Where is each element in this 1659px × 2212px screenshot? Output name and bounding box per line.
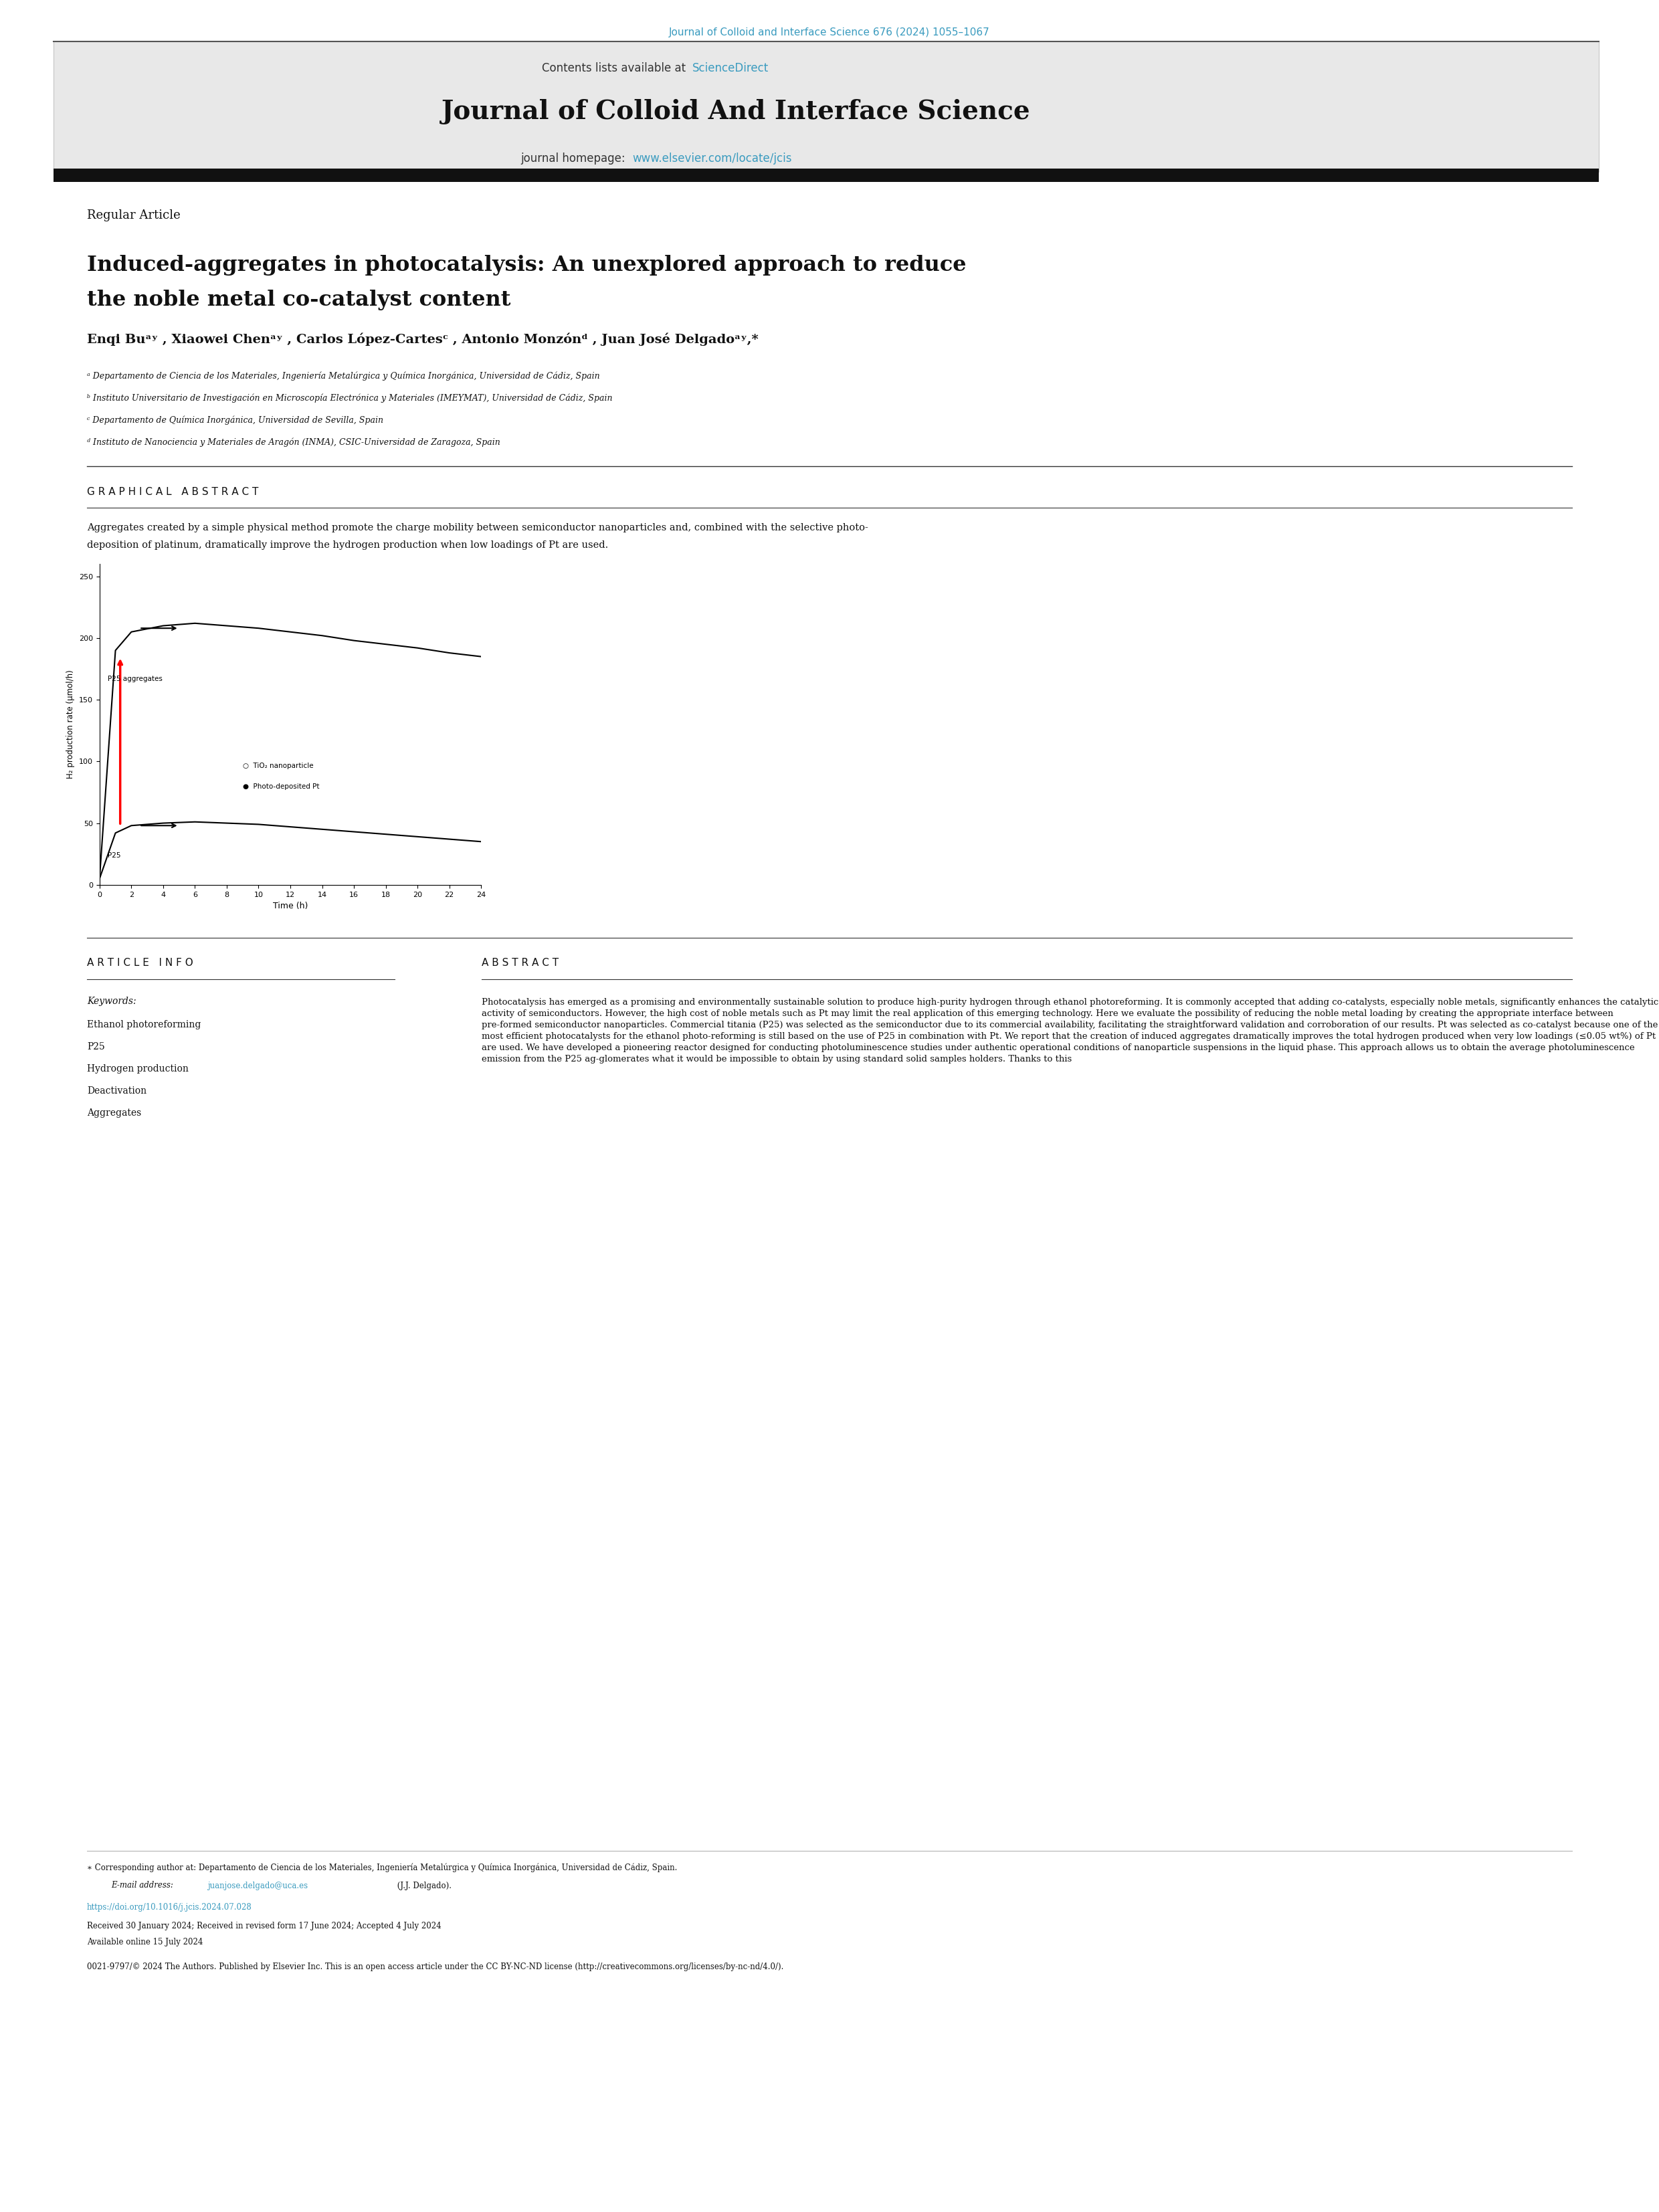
- Text: Journal of Colloid And Interface Science: Journal of Colloid And Interface Science: [441, 100, 1030, 124]
- Text: G R A P H I C A L   A B S T R A C T: G R A P H I C A L A B S T R A C T: [86, 487, 259, 498]
- Text: deposition of platinum, dramatically improve the hydrogen production when low lo: deposition of platinum, dramatically imp…: [86, 540, 609, 551]
- Text: juanjose.delgado@uca.es: juanjose.delgado@uca.es: [207, 1880, 309, 1889]
- Text: A B S T R A C T: A B S T R A C T: [481, 958, 559, 967]
- Bar: [53, 42, 1599, 173]
- Text: Available online 15 July 2024: Available online 15 July 2024: [86, 1938, 202, 1947]
- Text: P25: P25: [86, 1042, 105, 1051]
- Text: Deactivation: Deactivation: [86, 1086, 146, 1095]
- Text: Ethanol photoreforming: Ethanol photoreforming: [86, 1020, 201, 1029]
- Text: Keywords:: Keywords:: [86, 998, 136, 1006]
- Text: Received 30 January 2024; Received in revised form 17 June 2024; Accepted 4 July: Received 30 January 2024; Received in re…: [86, 1922, 441, 1931]
- Text: P25 aggregates: P25 aggregates: [108, 677, 163, 684]
- Text: ○  TiO₂ nanoparticle: ○ TiO₂ nanoparticle: [242, 763, 314, 770]
- Text: www.elsevier.com/locate/jcis: www.elsevier.com/locate/jcis: [632, 153, 791, 164]
- X-axis label: Time (h): Time (h): [272, 902, 309, 911]
- Text: ScienceDirect: ScienceDirect: [692, 62, 768, 75]
- Text: ●  Photo-deposited Pt: ● Photo-deposited Pt: [242, 783, 319, 790]
- Text: Enqi Buᵃʸ , Xiaowei Chenᵃʸ , Carlos López-Cartesᶜ , Antonio Monzónᵈ , Juan José : Enqi Buᵃʸ , Xiaowei Chenᵃʸ , Carlos Lópe…: [86, 332, 758, 345]
- Text: journal homepage:: journal homepage:: [521, 153, 629, 164]
- Text: Contents lists available at: Contents lists available at: [541, 62, 688, 75]
- Text: Aggregates: Aggregates: [86, 1108, 141, 1117]
- Text: Hydrogen production: Hydrogen production: [86, 1064, 189, 1073]
- Y-axis label: H₂ production rate (μmol/h): H₂ production rate (μmol/h): [66, 670, 75, 779]
- Text: A R T I C L E   I N F O: A R T I C L E I N F O: [86, 958, 192, 967]
- Text: 0021-9797/© 2024 The Authors. Published by Elsevier Inc. This is an open access : 0021-9797/© 2024 The Authors. Published …: [86, 1962, 783, 1971]
- Text: Induced-aggregates in photocatalysis: An unexplored approach to reduce: Induced-aggregates in photocatalysis: An…: [86, 254, 966, 276]
- Text: Photocatalysis has emerged as a promising and environmentally sustainable soluti: Photocatalysis has emerged as a promisin…: [481, 998, 1659, 1064]
- Text: Regular Article: Regular Article: [86, 210, 181, 221]
- Text: https://doi.org/10.1016/j.jcis.2024.07.028: https://doi.org/10.1016/j.jcis.2024.07.0…: [86, 1902, 252, 1911]
- Text: the noble metal co-catalyst content: the noble metal co-catalyst content: [86, 290, 511, 310]
- Text: ∗ Corresponding author at: Departamento de Ciencia de los Materiales, Ingeniería: ∗ Corresponding author at: Departamento …: [86, 1863, 677, 1871]
- Text: P25: P25: [108, 852, 121, 858]
- Bar: [53, 168, 1599, 181]
- Text: ᵃ Departamento de Ciencia de los Materiales, Ingeniería Metalúrgica y Química In: ᵃ Departamento de Ciencia de los Materia…: [86, 372, 601, 380]
- Text: E-mail address:: E-mail address:: [111, 1880, 176, 1889]
- Text: Aggregates created by a simple physical method promote the charge mobility betwe: Aggregates created by a simple physical …: [86, 522, 868, 533]
- Text: ᶜ Departamento de Química Inorgánica, Universidad de Sevilla, Spain: ᶜ Departamento de Química Inorgánica, Un…: [86, 416, 383, 425]
- Text: ᵇ Instituto Universitario de Investigación en Microscopía Electrónica y Material: ᵇ Instituto Universitario de Investigaci…: [86, 394, 612, 403]
- Text: (J.J. Delgado).: (J.J. Delgado).: [395, 1880, 451, 1889]
- Text: ᵈ Instituto de Nanociencia y Materiales de Aragón (INMA), CSIC-Universidad de Za: ᵈ Instituto de Nanociencia y Materiales …: [86, 438, 501, 447]
- Text: Journal of Colloid and Interface Science 676 (2024) 1055–1067: Journal of Colloid and Interface Science…: [669, 29, 990, 38]
